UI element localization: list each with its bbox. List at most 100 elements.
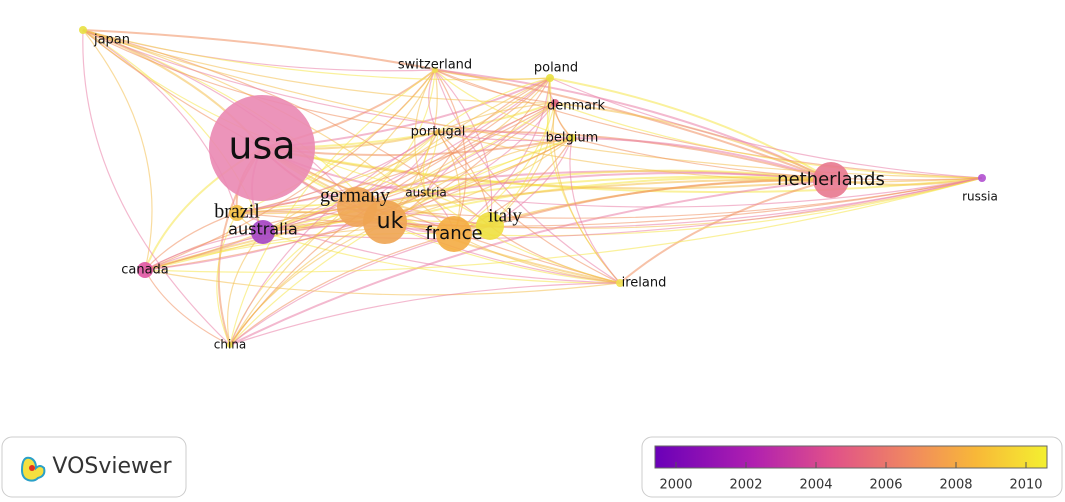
edge	[384, 137, 573, 223]
legend-tick-label: 2006	[869, 478, 902, 493]
node-label: italy	[488, 205, 522, 226]
edge	[144, 178, 832, 271]
edge	[425, 192, 621, 284]
node-label: austria	[405, 186, 447, 200]
node	[363, 200, 407, 244]
edge	[216, 212, 238, 346]
edge	[82, 29, 573, 139]
edge	[261, 147, 983, 194]
edge	[453, 233, 621, 284]
edge	[434, 69, 493, 227]
node-label: china	[214, 338, 247, 352]
edge	[236, 170, 832, 214]
edge	[425, 177, 983, 208]
node-label: switzerland	[398, 58, 472, 73]
node	[978, 174, 986, 182]
edge	[437, 131, 621, 284]
edge	[434, 69, 551, 80]
edge	[434, 69, 467, 235]
edge	[437, 77, 551, 133]
edge	[425, 137, 573, 194]
node	[251, 220, 275, 244]
edge	[425, 77, 551, 194]
edge	[437, 131, 983, 183]
edge	[571, 137, 983, 181]
legend-tick-label: 2004	[799, 478, 832, 493]
legend-tick-label: 2002	[729, 478, 762, 493]
edge	[236, 192, 427, 215]
color-legend: 2000 2002 2004 2006 2008 2010	[641, 436, 1063, 498]
node-label: denmark	[547, 99, 605, 114]
edge	[434, 69, 983, 179]
node	[546, 74, 554, 82]
edge	[422, 131, 439, 194]
node-label: portugal	[411, 125, 466, 140]
node	[616, 279, 624, 287]
edge	[356, 102, 556, 208]
node-label: uk	[377, 209, 404, 234]
logo: VOSviewer	[1, 436, 187, 498]
edge	[489, 137, 573, 227]
node	[551, 99, 559, 107]
edge	[227, 231, 264, 346]
edge	[144, 269, 231, 346]
edge	[549, 77, 983, 179]
node	[813, 162, 849, 198]
edge	[434, 69, 621, 284]
legend-tick-label: 2008	[939, 478, 972, 493]
edge	[82, 29, 439, 133]
edge	[453, 77, 551, 235]
edge	[262, 69, 436, 233]
edge	[552, 102, 621, 284]
node-label: belgium	[546, 131, 599, 146]
node-label: russia	[962, 190, 998, 204]
edge	[437, 102, 556, 133]
edge	[82, 29, 153, 271]
node-label: brazil	[214, 201, 260, 223]
node	[209, 95, 315, 201]
node-label: ireland	[622, 276, 667, 291]
edge	[554, 102, 983, 179]
edge	[262, 177, 983, 240]
edge	[229, 282, 621, 346]
edge	[437, 131, 573, 142]
edge	[236, 131, 439, 214]
edge	[229, 69, 436, 346]
logo-dot	[29, 465, 35, 471]
node-label: netherlands	[777, 169, 885, 190]
edge	[82, 29, 556, 104]
edge	[82, 29, 491, 227]
node-label: germany	[320, 185, 390, 207]
node	[229, 205, 245, 221]
node	[227, 342, 233, 348]
node	[79, 26, 87, 34]
edge	[453, 102, 556, 235]
edge	[236, 137, 573, 214]
node	[137, 262, 153, 278]
edge	[453, 177, 983, 237]
edge	[144, 131, 439, 271]
edge	[569, 137, 621, 284]
node-label: france	[425, 223, 482, 244]
edge	[229, 233, 455, 346]
legend-tick-label: 2010	[1009, 478, 1042, 493]
node-label: japan	[93, 33, 130, 48]
node	[423, 190, 429, 196]
edge	[144, 269, 621, 296]
edge	[82, 29, 621, 284]
edge	[144, 69, 436, 271]
node-label: poland	[534, 61, 578, 76]
node	[432, 67, 438, 73]
color-bar	[654, 445, 1048, 469]
edge	[414, 69, 436, 194]
edge	[428, 69, 439, 133]
logo-box	[1, 436, 187, 498]
edge	[356, 69, 436, 208]
edge	[144, 212, 238, 271]
logo-text: VOSviewer	[52, 454, 172, 479]
edge	[82, 29, 551, 81]
node	[436, 216, 472, 252]
